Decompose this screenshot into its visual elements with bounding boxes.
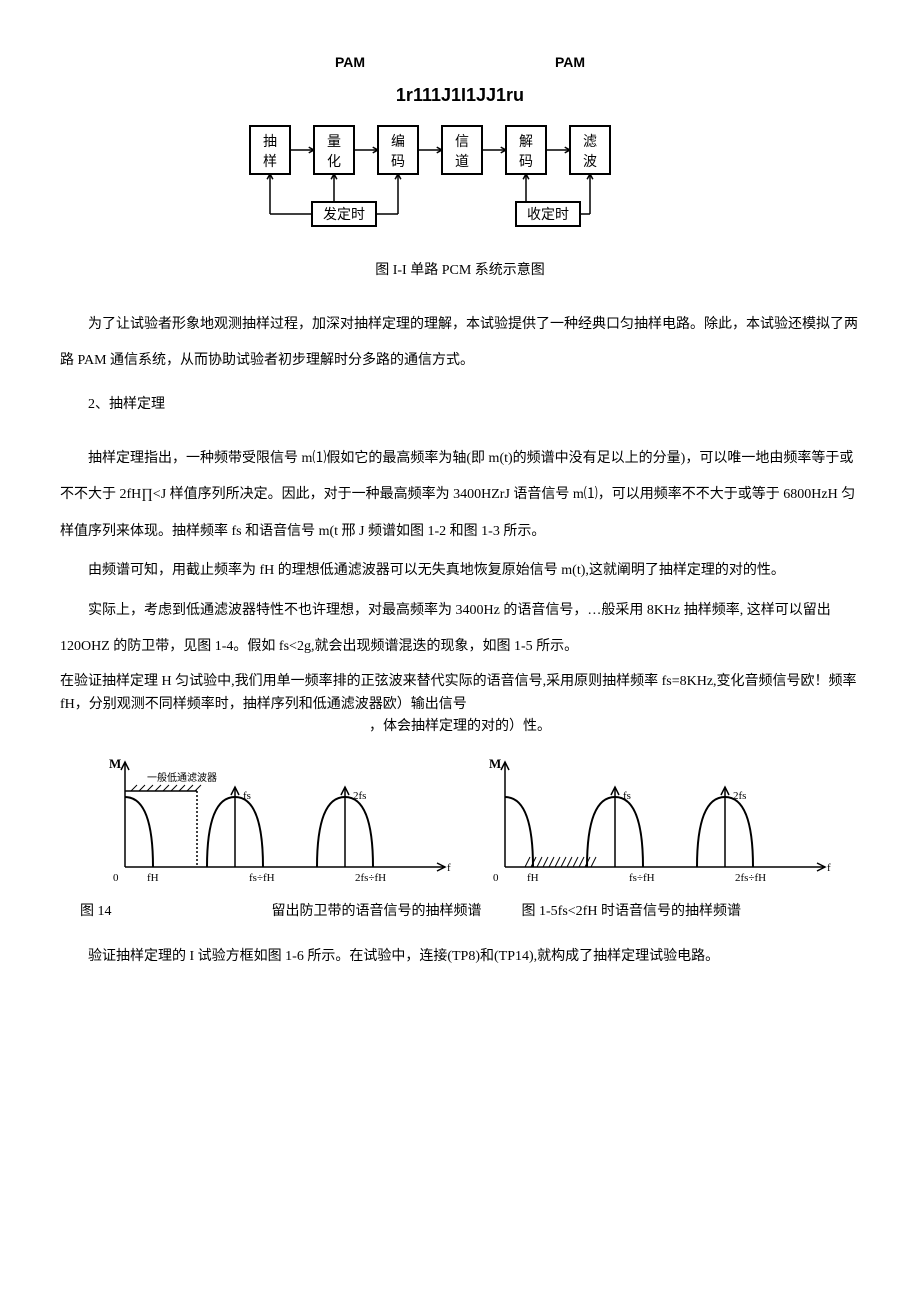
svg-text:2fs÷fH: 2fs÷fH: [355, 872, 386, 884]
svg-text:解: 解: [519, 134, 533, 150]
svg-text:fH: fH: [527, 872, 539, 884]
svg-text:量: 量: [327, 134, 341, 150]
svg-text:样: 样: [263, 154, 277, 170]
paragraph-5a: 在验证抽样定理 H 匀试验中,我们用单一频率排的正弦波来替代实际的语音信号,采用…: [60, 671, 860, 716]
garble-text: 1r111J1I1JJ1ru: [60, 79, 860, 111]
svg-text:滤: 滤: [583, 134, 597, 150]
caption-14-num: 图 14: [80, 899, 112, 924]
svg-text:M: M: [489, 756, 501, 771]
paragraph-6: 验证抽样定理的 I 试验方框如图 1-6 所示。在试验中，连接(TP8)和(TP…: [60, 942, 860, 973]
figure-caption-1: 图 I-I 单路 PCM 系统示意图: [60, 258, 860, 283]
paragraph-5b: ，体会抽样定理的对的）性。: [60, 716, 860, 738]
svg-text:fH: fH: [147, 872, 159, 884]
svg-text:fs: fs: [243, 790, 251, 802]
svg-text:fs÷fH: fs÷fH: [249, 872, 275, 884]
paragraph-4: 实际上，考虑到低通滤波器特性不也许理想，对最高频率为 3400Hz 的语音信号，…: [60, 593, 860, 666]
svg-text:波: 波: [583, 154, 597, 170]
paragraph-3: 由频谱可知，用截止频率为 fH 的理想低通滤波器可以无失真地恢复原始信号 m(t…: [60, 556, 860, 587]
section-heading-2: 2、抽样定理: [60, 392, 860, 417]
svg-text:fs: fs: [623, 790, 631, 802]
svg-text:化: 化: [327, 154, 341, 170]
svg-text:码: 码: [391, 154, 405, 170]
svg-text:道: 道: [455, 154, 469, 170]
svg-text:发定时: 发定时: [323, 207, 365, 223]
spectrum-figures: Mf 0 fs 2fs fH fs÷fH 2fs÷fH 一般低通滤波器 Mf 0 fs 2fs fH f…: [60, 747, 860, 897]
svg-text:抽: 抽: [263, 134, 277, 150]
svg-text:信: 信: [455, 134, 469, 150]
svg-text:0: 0: [493, 872, 499, 884]
pcm-block-diagram: 抽样量化编码信道解码滤波发定时收定时: [60, 116, 860, 246]
svg-text:2fs: 2fs: [733, 790, 746, 802]
paragraph-2: 抽样定理指出，一种频带受限信号 m⑴假如它的最高频率为轴(即 m(t)的频谱中没…: [60, 441, 860, 550]
caption-15: 图 1-5fs<2fH 时语音信号的抽样频谱: [522, 899, 741, 924]
svg-text:收定时: 收定时: [527, 207, 569, 223]
svg-text:2fs÷fH: 2fs÷fH: [735, 872, 766, 884]
svg-text:0: 0: [113, 872, 119, 884]
svg-text:f: f: [447, 862, 451, 874]
spectrum-captions: 图 14 留出防卫带的语音信号的抽样频谱 图 1-5fs<2fH 时语音信号的抽…: [60, 899, 860, 924]
pam-right-label: PAM: [555, 50, 585, 75]
caption-14-text: 留出防卫带的语音信号的抽样频谱: [272, 899, 482, 924]
svg-text:一般低通滤波器: 一般低通滤波器: [147, 771, 217, 784]
svg-text:fs÷fH: fs÷fH: [629, 872, 655, 884]
svg-text:M: M: [109, 756, 121, 771]
svg-text:编: 编: [391, 134, 405, 150]
pam-left-label: PAM: [335, 50, 365, 75]
svg-text:码: 码: [519, 154, 533, 170]
svg-text:f: f: [827, 862, 831, 874]
svg-text:2fs: 2fs: [353, 790, 366, 802]
paragraph-1: 为了让试验者形象地观测抽样过程，加深对抽样定理的理解，本试验提供了一种经典口匀抽…: [60, 307, 860, 380]
